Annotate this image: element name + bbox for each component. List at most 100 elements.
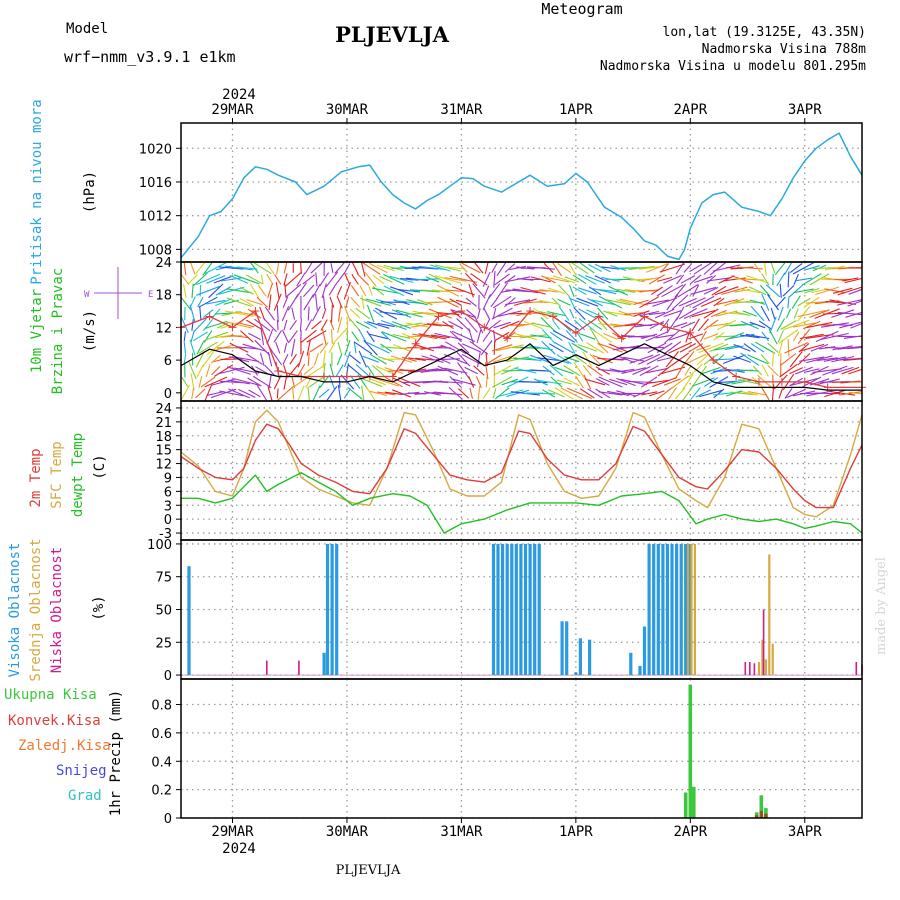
- wind-arrow: [733, 343, 751, 352]
- gust-marker: [800, 377, 809, 386]
- wind-arrow: [759, 284, 771, 297]
- wind-arrow: [778, 329, 799, 344]
- wind-arrow: [703, 287, 719, 295]
- wind-arrow: [543, 354, 570, 364]
- gust-marker: [251, 307, 260, 316]
- wind-arrow: [319, 272, 330, 287]
- cloud-bar: [642, 626, 647, 675]
- wind-arrow: [215, 298, 233, 307]
- cloud-bar: [855, 662, 858, 676]
- wind-arrow: [784, 387, 793, 399]
- wind-arrow: [229, 275, 249, 284]
- wind-arrow: [329, 296, 335, 308]
- wind-arrow: [329, 320, 335, 330]
- wind-arrow: [504, 276, 531, 283]
- wind-arrow: [190, 330, 195, 343]
- wind-arrow: [437, 296, 459, 308]
- wind-arrow: [761, 293, 770, 311]
- wind-arrow: [372, 309, 384, 318]
- wind-arrow: [586, 342, 604, 354]
- wind-arrow: [330, 304, 333, 323]
- wind-arrow: [613, 322, 639, 328]
- wind-arrow: [564, 356, 580, 363]
- wind-arrow: [366, 365, 375, 376]
- wind-arrow: [543, 276, 570, 283]
- wind-arrow: [661, 284, 684, 298]
- wind-arrow: [629, 354, 654, 364]
- wind-arrow: [598, 391, 623, 396]
- wind-arrow: [652, 376, 678, 388]
- wind-arrow: [351, 274, 359, 285]
- wind-arrow: [484, 262, 489, 274]
- wind-arrow: [782, 285, 795, 297]
- wind-arrow: [267, 283, 273, 299]
- wind-arrow: [780, 353, 797, 366]
- cloud-bar: [684, 543, 688, 675]
- wind-arrow: [263, 317, 277, 333]
- wind-arrow: [804, 287, 820, 294]
- wind-arrow: [698, 342, 724, 354]
- wind-arrow: [389, 275, 414, 284]
- wind-arrow: [372, 274, 385, 284]
- wind-arrow: [575, 375, 584, 389]
- wind-arrow: [392, 377, 411, 387]
- wind-arrow: [628, 265, 655, 271]
- wind-arrow: [831, 366, 854, 375]
- wind-arrow: [349, 318, 361, 332]
- wind-arrow: [659, 318, 670, 332]
- wind-arrow: [487, 354, 502, 364]
- wind-arrow: [797, 310, 826, 318]
- y-tick-label: 0.6: [151, 727, 172, 742]
- wind-arrow: [843, 335, 862, 339]
- wind-arrow: [765, 284, 781, 298]
- wind-arrow: [668, 341, 693, 354]
- wind-arrow: [254, 318, 271, 332]
- wind-arrow: [309, 343, 324, 353]
- y-tick-label: 0.8: [151, 699, 172, 714]
- wind-arrow: [697, 318, 709, 332]
- wind-arrow: [461, 353, 481, 365]
- wind-arrow: [221, 277, 242, 282]
- wind-arrow: [492, 388, 497, 399]
- wind-arrow: [373, 377, 399, 387]
- wind-arrow: [296, 363, 306, 378]
- wind-arrow: [492, 307, 497, 320]
- wind-axis-subtitle: Brzina i Pravac: [50, 268, 66, 394]
- wind-arrow: [228, 379, 250, 385]
- y-tick-label: 3: [164, 499, 172, 514]
- wind-arrow: [187, 274, 198, 285]
- sfc-temp-axis-title: SFC Temp: [49, 441, 65, 508]
- cloud-bar: [588, 639, 592, 676]
- wind-arrow: [273, 293, 282, 311]
- cloud-bar: [629, 652, 633, 676]
- wind-arrow: [724, 345, 744, 351]
- wind-arrow: [591, 299, 615, 306]
- wind-arrow: [483, 307, 491, 320]
- wind-arrow: [639, 289, 659, 293]
- cloud-bar: [753, 663, 756, 676]
- wind-arrow: [425, 300, 455, 304]
- wind-arrow: [809, 309, 830, 318]
- wind-arrow: [802, 376, 822, 388]
- wind-arrow: [197, 297, 204, 308]
- wind-arrow: [540, 317, 557, 333]
- wind-arrow: [472, 283, 486, 299]
- wind-arrow: [256, 296, 268, 308]
- wind-arrow: [512, 288, 539, 294]
- wind-arrow: [531, 322, 550, 328]
- wind-arrow: [240, 330, 254, 343]
- wind-arrow: [474, 316, 484, 334]
- wind-arrow: [336, 285, 343, 296]
- y-tick-label: 12: [155, 458, 172, 473]
- wind-arrow: [758, 320, 772, 330]
- wind-arrow: [193, 272, 208, 287]
- wind-arrow: [603, 333, 618, 340]
- wind-arrow: [579, 333, 596, 340]
- wind-arrow: [646, 353, 668, 365]
- wind-arrow: [539, 288, 558, 293]
- wind-arrow: [598, 343, 623, 353]
- wind-arrow: [196, 285, 221, 296]
- wind-arrow: [228, 388, 250, 399]
- wind-arrow: [787, 338, 790, 357]
- gust-marker: [709, 356, 718, 365]
